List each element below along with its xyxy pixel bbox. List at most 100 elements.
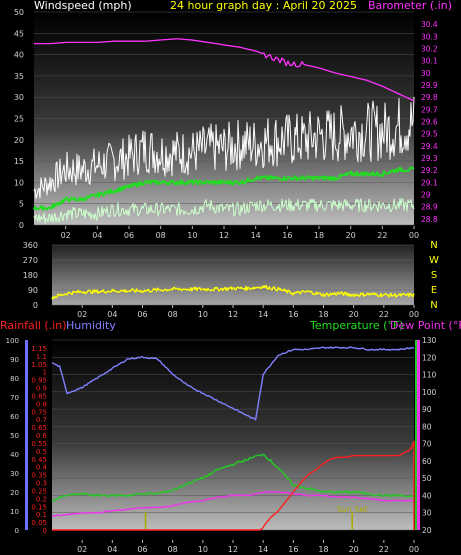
- barometer-y-tick-label: 28.9: [421, 203, 438, 212]
- rain-y-tick-label: 1.1: [36, 353, 47, 361]
- barometer-line: [34, 38, 415, 102]
- barometer-y-tick-label: 29.1: [421, 178, 438, 187]
- temp-y-tick-label: 100: [422, 388, 437, 397]
- direction-x-tick-label: 20: [349, 310, 359, 319]
- rainfall-label: Rainfall (.in): [0, 319, 67, 332]
- wind-y-tick-label: 0: [19, 221, 24, 230]
- barometer-y-tick-label: 29.3: [421, 154, 438, 163]
- panel-temperature-background: [52, 340, 414, 530]
- compass-label: W: [429, 255, 439, 266]
- direction-y-tick-label: 360: [23, 241, 38, 250]
- compass-label: N: [430, 300, 437, 311]
- direction-x-tick-label: 06: [137, 310, 147, 319]
- windspeed-label: Windspeed (mph): [34, 0, 132, 12]
- temp-y-tick-label: 70: [422, 440, 432, 449]
- humidity-y-tick-label: 10: [10, 508, 19, 516]
- temperature-axis-bar: [415, 340, 418, 530]
- rain-y-tick-label: 0.55: [31, 440, 47, 448]
- temperature-line: [51, 453, 415, 502]
- wind-y-tick-label: 35: [14, 72, 24, 81]
- wind-x-tick-label: 10: [187, 231, 197, 240]
- temp-x-tick-label: 00: [409, 545, 419, 554]
- barometer-y-tick-label: 29.5: [421, 130, 438, 139]
- direction-x-tick-label: 04: [107, 310, 117, 319]
- humidity-y-tick-label: 90: [10, 356, 19, 364]
- rain-y-tick-label: 0.7: [36, 416, 47, 424]
- wind-y-tick-label: 30: [14, 93, 24, 102]
- rain-y-tick-label: 0.95: [31, 377, 47, 385]
- temp-y-tick-label: 110: [422, 371, 437, 380]
- wind-x-tick-label: 00: [409, 231, 419, 240]
- wind-y-tick-label: 15: [14, 157, 24, 166]
- dewpoint-axis-bar: [417, 340, 420, 530]
- wind-y-tick-label: 40: [14, 51, 24, 60]
- direction-x-tick-label: 16: [288, 310, 298, 319]
- temp-x-tick-label: 18: [318, 545, 328, 554]
- temp-x-tick-label: 22: [379, 545, 389, 554]
- barometer-y-tick-label: 30.1: [421, 57, 438, 66]
- direction-x-tick-label: 22: [379, 310, 389, 319]
- rain-y-tick-label: 0.15: [31, 503, 47, 511]
- rain-y-tick-label: 1.15: [31, 345, 47, 353]
- wind_low-line: [33, 198, 415, 224]
- wind-x-tick-label: 20: [346, 231, 356, 240]
- wind-y-tick-label: 10: [14, 178, 24, 187]
- rainfall-line: [52, 440, 415, 531]
- temp-y-tick-label: 130: [422, 336, 437, 345]
- wind-x-tick-label: 22: [377, 231, 387, 240]
- rain-y-tick-label: 0: [43, 527, 47, 535]
- temp-y-tick-label: 30: [422, 509, 432, 518]
- compass-label: N: [430, 240, 437, 251]
- direction-y-tick-label: 0: [33, 301, 38, 310]
- rain-y-tick-label: 0.6: [36, 432, 48, 440]
- rain-y-tick-label: 1: [43, 369, 47, 377]
- wind-y-tick-label: 50: [14, 8, 24, 17]
- compass-label: E: [431, 285, 437, 296]
- temp-y-tick-label: 120: [422, 353, 437, 362]
- humidity-axis-bar: [25, 340, 28, 530]
- dewpoint-label: Dew Point (°F): [390, 319, 461, 332]
- compass-label: S: [431, 270, 437, 281]
- humidity-y-tick-label: 40: [10, 451, 19, 459]
- rain-y-tick-label: 0.4: [36, 464, 48, 472]
- wind-x-tick-label: 06: [124, 231, 134, 240]
- rain-y-tick-label: 0.1: [36, 511, 47, 519]
- dew_point-line: [51, 490, 415, 518]
- wind-x-tick-label: 08: [156, 231, 166, 240]
- wind-x-tick-label: 12: [219, 231, 229, 240]
- temp-x-tick-label: 20: [349, 545, 359, 554]
- rain-y-tick-label: 0.35: [31, 472, 47, 480]
- direction-x-tick-label: 18: [318, 310, 328, 319]
- temp-y-tick-label: 20: [422, 526, 432, 535]
- temp-x-tick-label: 12: [228, 545, 238, 554]
- direction-x-tick-label: 14: [258, 310, 268, 319]
- wind-x-tick-label: 02: [61, 231, 71, 240]
- rain-y-tick-label: 0.25: [31, 487, 47, 495]
- barometer-y-tick-label: 29.7: [421, 105, 438, 114]
- humidity-label: Humidity: [66, 319, 116, 332]
- direction-x-tick-label: 10: [198, 310, 208, 319]
- direction-y-tick-label: 90: [28, 286, 38, 295]
- barometer-y-tick-label: 30.3: [421, 32, 438, 41]
- temp-x-tick-label: 10: [198, 545, 208, 554]
- barometer-y-tick-label: 29: [421, 191, 431, 200]
- wind-x-tick-label: 18: [314, 231, 324, 240]
- barometer-y-tick-label: 30: [421, 69, 431, 78]
- temp-y-tick-label: 60: [422, 457, 432, 466]
- barometer-y-tick-label: 29.6: [421, 118, 438, 127]
- direction-x-tick-label: 00: [409, 310, 419, 319]
- rain-y-tick-label: 0.75: [31, 408, 47, 416]
- humidity-y-tick-label: 70: [10, 394, 19, 402]
- barometer-y-tick-label: 30.2: [421, 45, 438, 54]
- rain-y-tick-label: 1.05: [31, 361, 47, 369]
- humidity-y-tick-label: 60: [10, 413, 19, 421]
- direction-x-tick-label: 12: [228, 310, 238, 319]
- temp-y-tick-label: 90: [422, 405, 432, 414]
- rain-y-tick-label: 0.65: [31, 424, 47, 432]
- temp-x-tick-label: 06: [137, 545, 147, 554]
- barometer-y-tick-label: 30.4: [421, 20, 438, 29]
- rain-y-tick-label: 0.3: [36, 480, 47, 488]
- temperature-label: Temperature (°F): [310, 319, 404, 332]
- humidity-y-tick-label: 20: [10, 489, 19, 497]
